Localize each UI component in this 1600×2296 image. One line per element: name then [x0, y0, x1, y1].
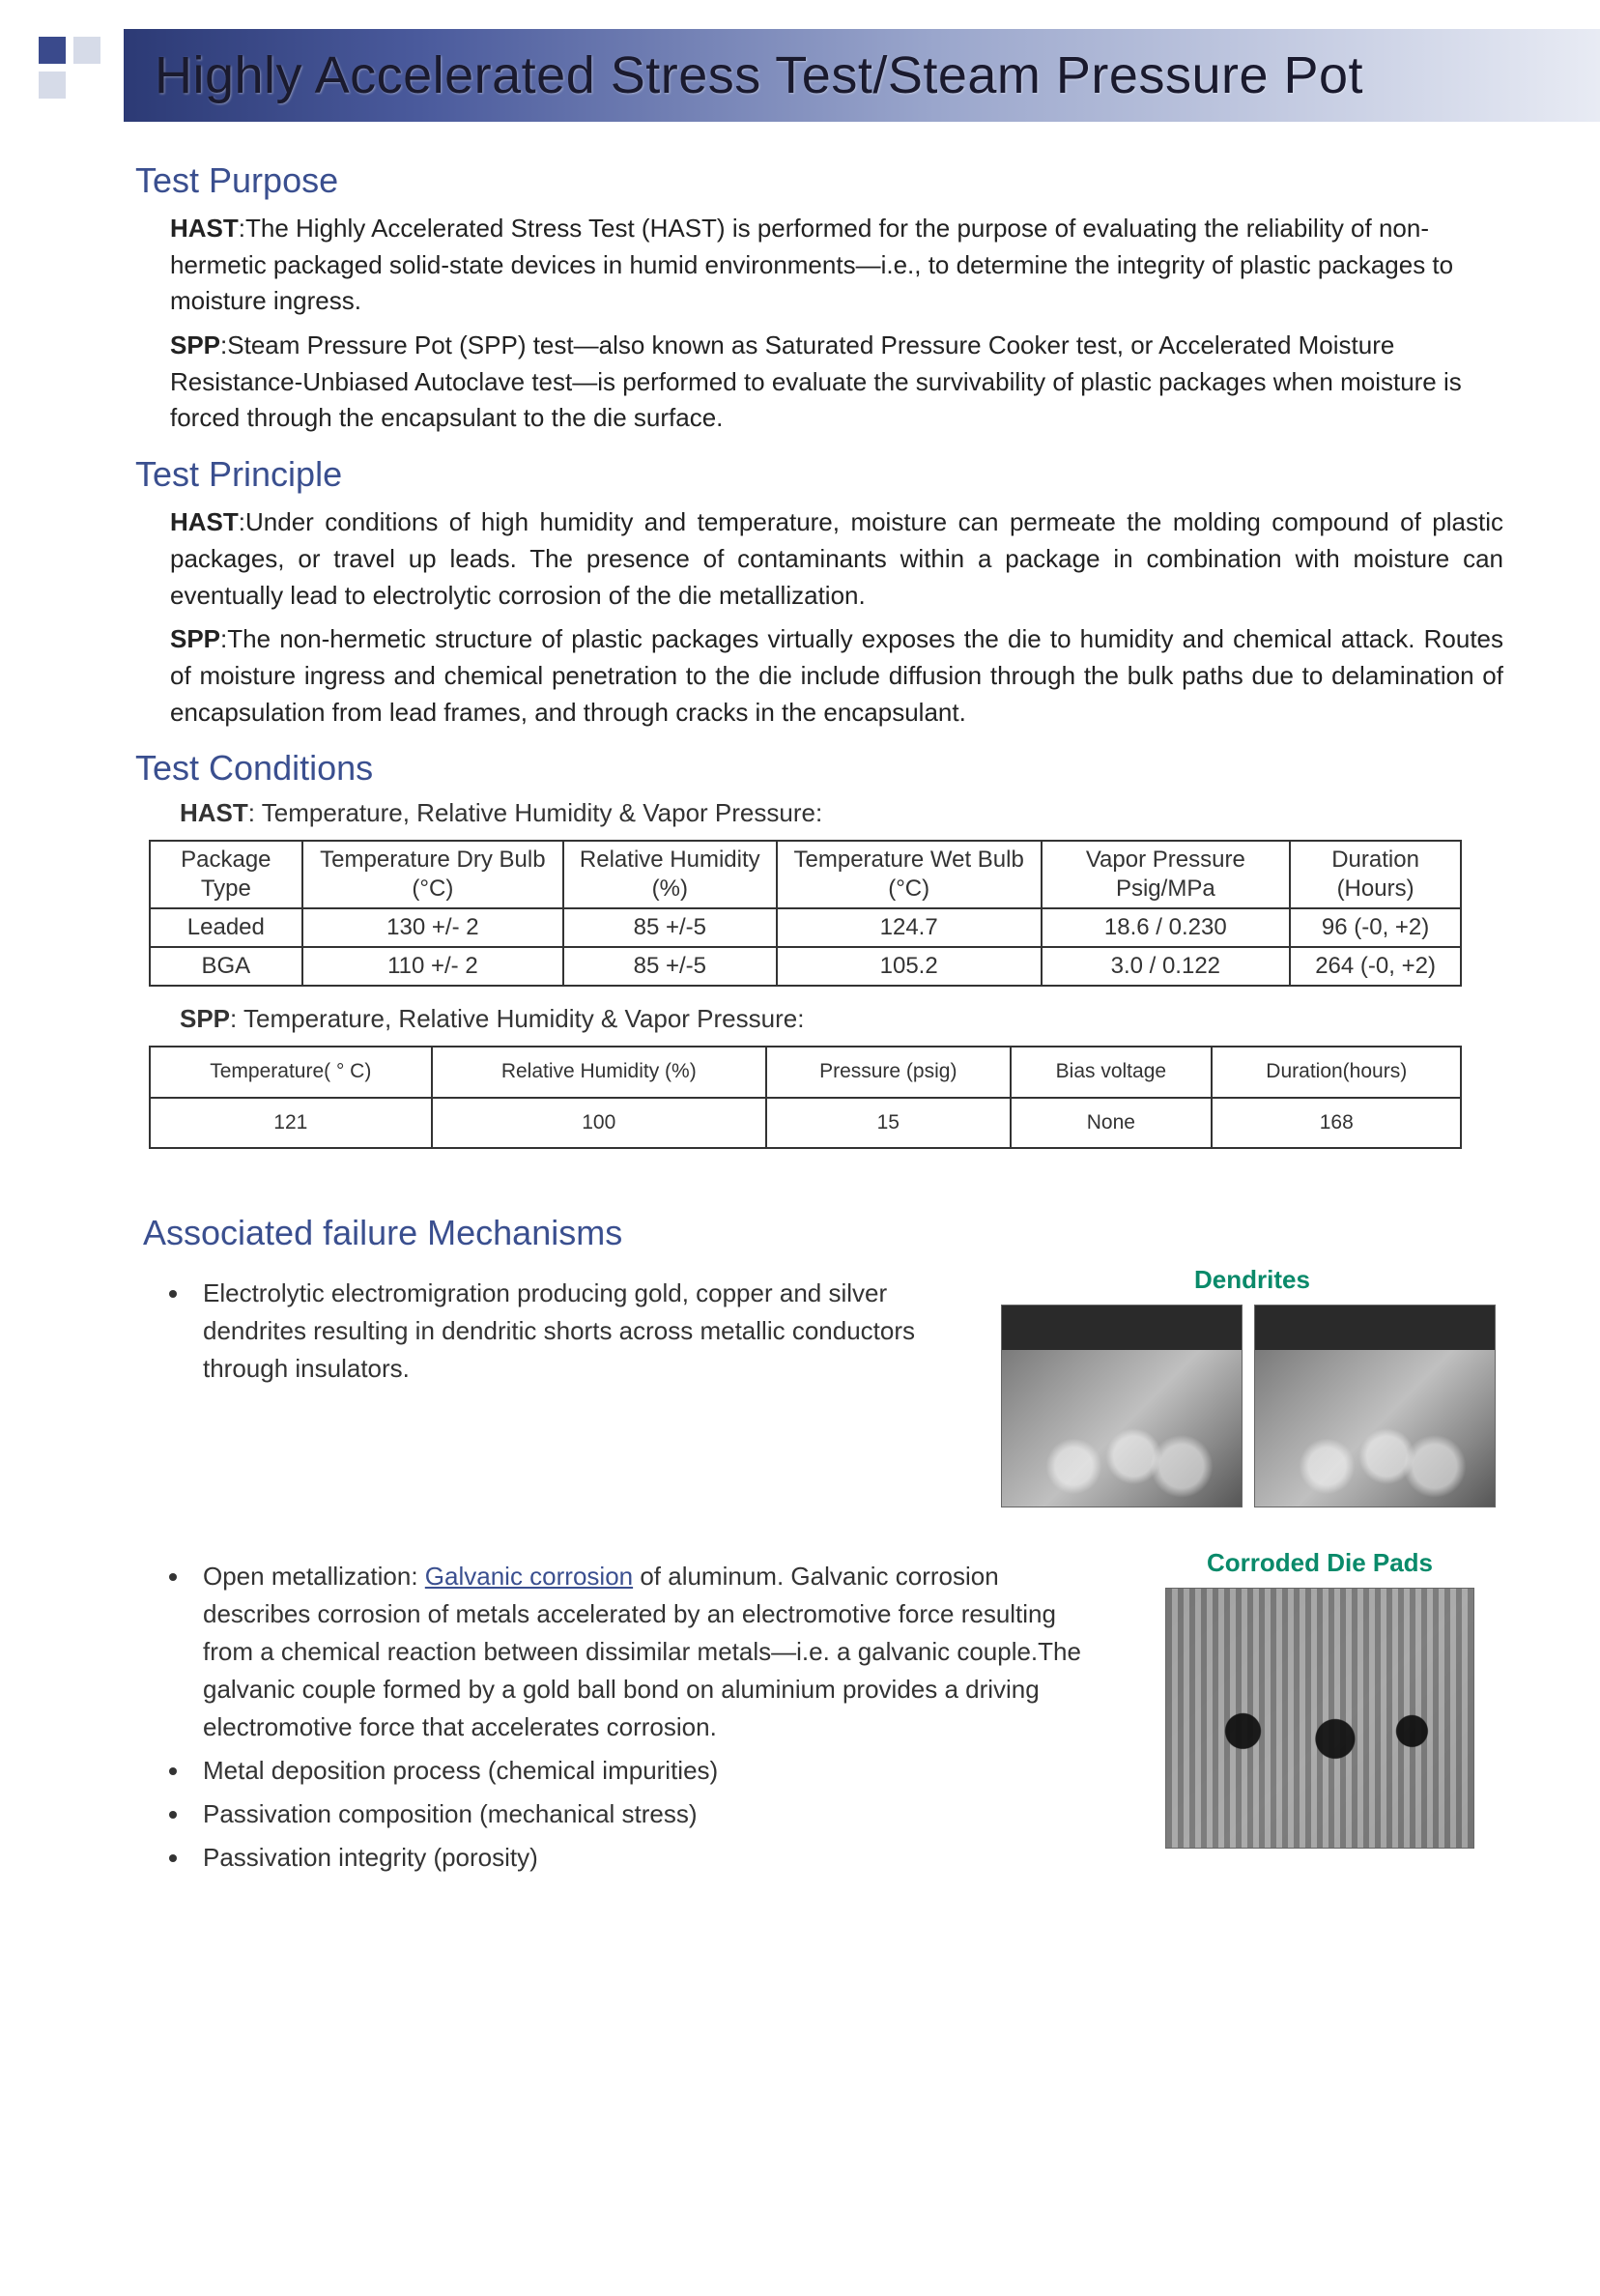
- hast-table: Package TypeTemperature Dry Bulb (°C)Rel…: [149, 840, 1462, 987]
- purpose-hast-text: HAST:The Highly Accelerated Stress Test …: [170, 211, 1503, 320]
- table-header-cell: Package Type: [150, 841, 302, 908]
- table-header-cell: Duration(hours): [1212, 1047, 1461, 1097]
- table-cell: 3.0 / 0.122: [1042, 947, 1290, 986]
- table-row: Leaded130 +/- 285 +/-5124.718.6 / 0.2309…: [150, 908, 1461, 947]
- heading-failure: Associated failure Mechanisms: [143, 1213, 1503, 1253]
- spp-table-label: SPP: Temperature, Relative Humidity & Va…: [180, 1004, 1503, 1034]
- label-spp: SPP: [170, 624, 220, 653]
- heading-conditions: Test Conditions: [135, 748, 1503, 789]
- dendrite-image: [1254, 1305, 1496, 1507]
- table-cell: 121: [150, 1098, 432, 1148]
- failure-row-2: Open metallization: Galvanic corrosion o…: [135, 1548, 1503, 1882]
- failure-bullet: Metal deposition process (chemical impur…: [191, 1752, 1098, 1790]
- table-cell: 18.6 / 0.230: [1042, 908, 1290, 947]
- failure-bullet: Passivation integrity (porosity): [191, 1839, 1098, 1877]
- label-hast: HAST: [170, 214, 239, 243]
- decoration-square: [73, 72, 100, 99]
- label-spp: SPP: [170, 330, 220, 359]
- table-cell: 85 +/-5: [563, 947, 776, 986]
- table-header-cell: Bias voltage: [1011, 1047, 1213, 1097]
- principle-spp-text: SPP:The non-hermetic structure of plasti…: [170, 621, 1503, 731]
- table-cell: 110 +/- 2: [302, 947, 563, 986]
- dendrite-image: [1001, 1305, 1243, 1507]
- table-header-cell: Relative Humidity (%): [563, 841, 776, 908]
- table-header-cell: Temperature( ° C): [150, 1047, 432, 1097]
- spp-table: Temperature( ° C)Relative Humidity (%)Pr…: [149, 1046, 1462, 1149]
- galvanic-corrosion-link[interactable]: Galvanic corrosion: [425, 1562, 633, 1591]
- table-cell: 96 (-0, +2): [1290, 908, 1462, 947]
- failure-bullet: Passivation composition (mechanical stre…: [191, 1795, 1098, 1833]
- table-header-cell: Duration (Hours): [1290, 841, 1462, 908]
- hast-table-label: HAST: Temperature, Relative Humidity & V…: [180, 798, 1503, 828]
- failure-bullet: Open metallization: Galvanic corrosion o…: [191, 1558, 1098, 1746]
- failure-row-1: Electrolytic electromigration producing …: [135, 1265, 1503, 1507]
- image-label-dendrites: Dendrites: [1001, 1265, 1503, 1295]
- table-cell: 124.7: [777, 908, 1042, 947]
- table-cell: 100: [432, 1098, 766, 1148]
- failure-bullet-list: Open metallization: Galvanic corrosion o…: [191, 1558, 1098, 1877]
- decoration-square: [39, 72, 66, 99]
- heading-purpose: Test Purpose: [135, 160, 1503, 201]
- image-label-corroded: Corroded Die Pads: [1136, 1548, 1503, 1578]
- table-cell: 168: [1212, 1098, 1461, 1148]
- table-header-cell: Temperature Wet Bulb (°C): [777, 841, 1042, 908]
- principle-hast-text: HAST:Under conditions of high humidity a…: [170, 504, 1503, 614]
- corner-decoration: [39, 37, 100, 122]
- purpose-spp-text: SPP:Steam Pressure Pot (SPP) test—also k…: [170, 328, 1503, 437]
- table-header-cell: Temperature Dry Bulb (°C): [302, 841, 563, 908]
- table-header-row: Package TypeTemperature Dry Bulb (°C)Rel…: [150, 841, 1461, 908]
- content-body: Test Purpose HAST:The Highly Accelerated…: [135, 160, 1503, 1882]
- label-hast: HAST: [170, 507, 239, 536]
- table-cell: 105.2: [777, 947, 1042, 986]
- table-row: 12110015None168: [150, 1098, 1461, 1148]
- dendrite-images: [1001, 1305, 1503, 1507]
- table-cell: 264 (-0, +2): [1290, 947, 1462, 986]
- table-cell: 15: [766, 1098, 1011, 1148]
- corroded-die-image: [1165, 1588, 1474, 1849]
- table-header-cell: Relative Humidity (%): [432, 1047, 766, 1097]
- heading-principle: Test Principle: [135, 454, 1503, 495]
- page-header: Highly Accelerated Stress Test/Steam Pre…: [39, 29, 1600, 122]
- table-header-cell: Pressure (psig): [766, 1047, 1011, 1097]
- decoration-square: [73, 37, 100, 64]
- page-title: Highly Accelerated Stress Test/Steam Pre…: [155, 45, 1363, 105]
- title-banner: Highly Accelerated Stress Test/Steam Pre…: [124, 29, 1600, 122]
- table-header-row: Temperature( ° C)Relative Humidity (%)Pr…: [150, 1047, 1461, 1097]
- table-cell: 130 +/- 2: [302, 908, 563, 947]
- failure-bullet-list: Electrolytic electromigration producing …: [191, 1275, 962, 1388]
- failure-bullet: Electrolytic electromigration producing …: [191, 1275, 962, 1388]
- table-cell: Leaded: [150, 908, 302, 947]
- table-header-cell: Vapor Pressure Psig/MPa: [1042, 841, 1290, 908]
- table-row: BGA110 +/- 285 +/-5105.23.0 / 0.122264 (…: [150, 947, 1461, 986]
- table-cell: BGA: [150, 947, 302, 986]
- table-cell: 85 +/-5: [563, 908, 776, 947]
- decoration-square: [39, 37, 66, 64]
- table-cell: None: [1011, 1098, 1213, 1148]
